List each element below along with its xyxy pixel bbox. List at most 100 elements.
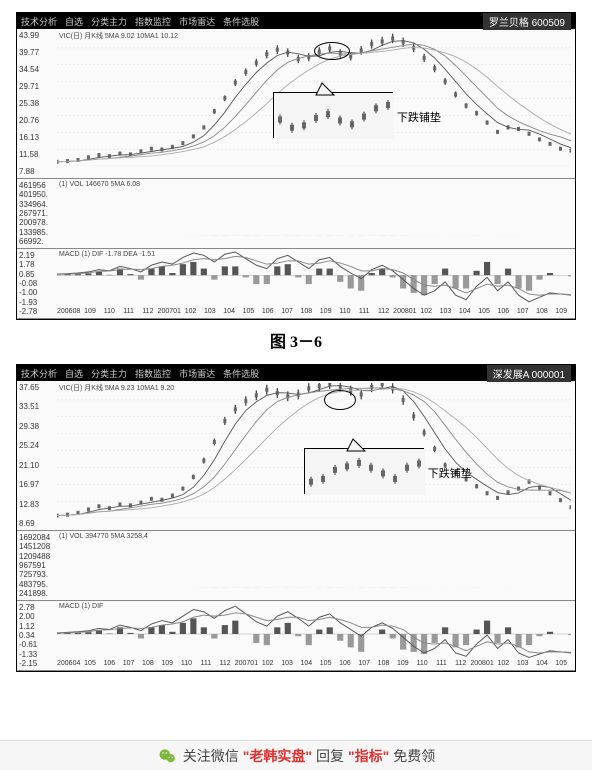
- chart-2-callout: [304, 448, 424, 494]
- x-tick: 200801: [393, 308, 416, 318]
- x-tick: 109: [316, 308, 335, 318]
- y-tick: 66992.: [19, 237, 55, 246]
- x-tick: 109: [393, 660, 412, 670]
- header-tab[interactable]: 技术分析: [21, 17, 57, 27]
- y-tick: -1.93: [19, 298, 55, 307]
- x-tick: 109: [80, 308, 99, 318]
- wm-name: "老韩实盘": [243, 746, 312, 766]
- x-tick: 103: [513, 660, 532, 670]
- y-tick: 11.58: [19, 150, 55, 159]
- chart-2-annotation: 下跌铺垫: [428, 465, 472, 481]
- header-tab[interactable]: 市场雷达: [179, 17, 215, 27]
- y-tick: 133985.: [19, 228, 55, 237]
- header-tab[interactable]: 市场雷达: [179, 369, 215, 379]
- y-tick: 25.24: [19, 441, 55, 450]
- chart-2-circle-mark: [324, 390, 356, 410]
- x-tick: 110: [335, 308, 354, 318]
- header-tab[interactable]: 条件选股: [223, 17, 259, 27]
- x-tick: 107: [513, 308, 532, 318]
- x-tick: 106: [258, 308, 277, 318]
- header-tab[interactable]: 技术分析: [21, 369, 57, 379]
- x-tick: 105: [239, 308, 258, 318]
- x-tick: 107: [277, 308, 296, 318]
- x-tick: 109: [158, 660, 177, 670]
- x-tick: 104: [532, 660, 551, 670]
- y-tick: 241898.: [19, 589, 55, 598]
- x-tick: 102: [417, 308, 436, 318]
- chart-1-macd-plot: [57, 251, 571, 306]
- x-tick: 200701: [235, 660, 258, 670]
- y-tick: 725793.: [19, 570, 55, 579]
- chart-2-macd-yaxis: 2.782.001.120.34-0.61-1.33-2.15: [19, 601, 55, 670]
- y-tick: 8.69: [19, 519, 55, 528]
- y-tick: -0.61: [19, 640, 55, 649]
- chart-1-vol-yaxis: 461956401950.334964.267971.200978.133985…: [19, 179, 55, 248]
- header-tab[interactable]: 自选: [65, 17, 83, 27]
- y-tick: -0.08: [19, 279, 55, 288]
- y-tick: 267971.: [19, 209, 55, 218]
- watermark-bar: 关注微信 "老韩实盘" 回复 "指标" 免费领: [0, 740, 592, 770]
- wechat-icon: [157, 747, 177, 765]
- chart-1-callout: [273, 92, 393, 138]
- chart-2-header: 技术分析自选分类主力指数监控市场雷达条件选股 深发展A 000001: [17, 365, 575, 381]
- chart-1-vol-svg: [57, 181, 571, 236]
- x-tick: 108: [138, 660, 157, 670]
- y-tick: 461956: [19, 181, 55, 190]
- y-tick: -1.00: [19, 288, 55, 297]
- chart-1-macd-svg: [57, 251, 571, 306]
- y-tick: 401950.: [19, 190, 55, 199]
- chart-1-volume-panel: (1) VOL 146670 5MA 6.08 461956401950.334…: [17, 179, 575, 249]
- chart-1-circle-mark: [314, 42, 350, 60]
- y-tick: 29.71: [19, 82, 55, 91]
- x-tick: 102: [258, 660, 277, 670]
- x-tick: 102: [181, 308, 200, 318]
- y-tick: 33.51: [19, 402, 55, 411]
- x-tick: 110: [100, 308, 119, 318]
- chart-1: 技术分析自选分类主力指数监控市场雷达条件选股 罗兰贝格 600509 VIC(日…: [16, 12, 576, 320]
- chart-2-price-panel: VIC(日) 月K线 5MA 9.23 10MA1 9.20 37.6533.5…: [17, 381, 575, 531]
- y-tick: 967591: [19, 561, 55, 570]
- chart-2-volume-panel: (1) VOL 394770 5MA 3258.4 16920841451208…: [17, 531, 575, 601]
- y-tick: 39.77: [19, 48, 55, 57]
- x-tick: 108: [374, 660, 393, 670]
- header-tab[interactable]: 自选: [65, 369, 83, 379]
- x-tick: 107: [355, 660, 374, 670]
- header-tab[interactable]: 分类主力: [91, 369, 127, 379]
- chart-1-vol-plot: [57, 181, 571, 236]
- header-tab[interactable]: 指数监控: [135, 369, 171, 379]
- chart-1-xticks: 2006081091101111122007011021031041051061…: [57, 308, 571, 318]
- header-tab[interactable]: 指数监控: [135, 17, 171, 27]
- x-tick: 106: [335, 660, 354, 670]
- x-tick: 111: [432, 660, 451, 670]
- y-tick: 16.13: [19, 133, 55, 142]
- x-tick: 104: [220, 308, 239, 318]
- y-tick: 1451208: [19, 542, 55, 551]
- y-tick: 483795.: [19, 580, 55, 589]
- x-tick: 110: [177, 660, 196, 670]
- x-tick: 111: [196, 660, 215, 670]
- x-tick: 102: [494, 660, 513, 670]
- x-tick: 200701: [158, 308, 181, 318]
- x-tick: 200608: [57, 308, 80, 318]
- chart-1-price-panel: VIC(日) 月K线 5MA 9.02 10MA1 10.12 43.9939.…: [17, 29, 575, 179]
- chart-1-tabs: 技术分析自选分类主力指数监控市场雷达条件选股: [21, 15, 267, 28]
- y-tick: 200978.: [19, 218, 55, 227]
- x-tick: 107: [119, 660, 138, 670]
- x-tick: 112: [138, 308, 157, 318]
- x-tick: 110: [412, 660, 431, 670]
- y-tick: 0.85: [19, 270, 55, 279]
- y-tick: 7.88: [19, 167, 55, 176]
- chart-1-macd-yaxis: 2.191.780.85-0.08-1.00-1.93-2.78: [19, 249, 55, 318]
- header-tab[interactable]: 分类主力: [91, 17, 127, 27]
- header-tab[interactable]: 条件选股: [223, 369, 259, 379]
- y-tick: -2.15: [19, 659, 55, 668]
- wm-prefix: 关注微信: [183, 746, 239, 766]
- x-tick: 103: [200, 308, 219, 318]
- chart-2-macd-svg: [57, 603, 571, 658]
- wm-mid: 回复: [316, 746, 344, 766]
- y-tick: 16.97: [19, 480, 55, 489]
- wm-keyword: "指标": [348, 746, 389, 766]
- chart-2-vol-yaxis: 169208414512081209488967591725793.483795…: [19, 531, 55, 600]
- chart-2-price-plot: 下跌铺垫: [57, 383, 571, 518]
- x-tick: 112: [215, 660, 234, 670]
